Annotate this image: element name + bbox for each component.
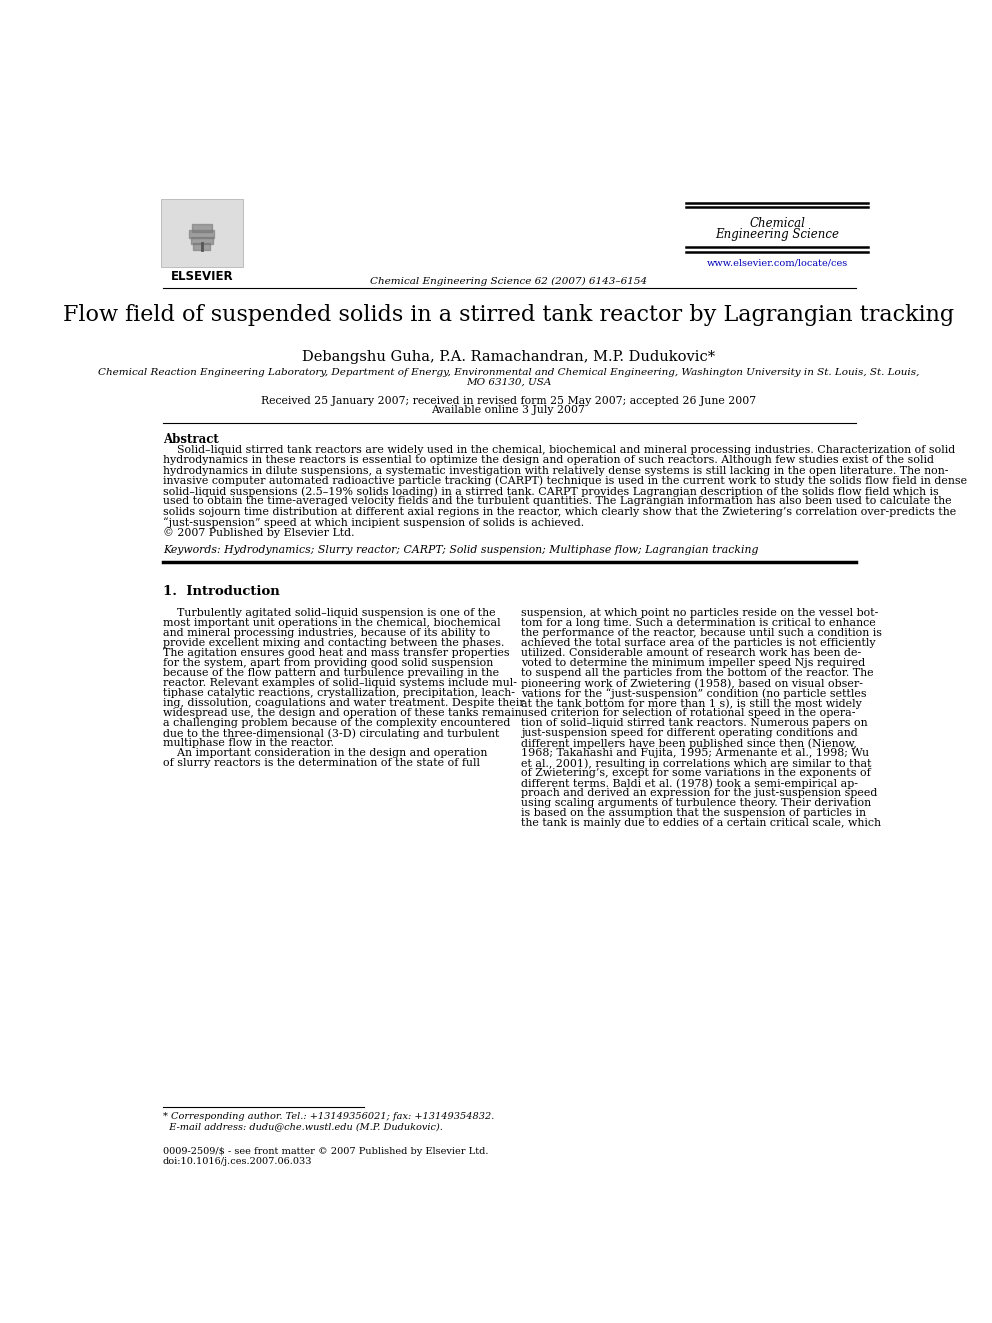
Text: and mineral processing industries, because of its ability to: and mineral processing industries, becau… xyxy=(163,628,490,638)
Text: of Zwietering’s, except for some variations in the exponents of: of Zwietering’s, except for some variati… xyxy=(521,769,871,778)
Text: hydrodynamics in these reactors is essential to optimize the design and operatio: hydrodynamics in these reactors is essen… xyxy=(163,455,933,466)
Text: different terms. Baldi et al. (1978) took a semi-empirical ap-: different terms. Baldi et al. (1978) too… xyxy=(521,778,858,789)
Text: Debangshu Guha, P.A. Ramachandran, M.P. Dudukovic*: Debangshu Guha, P.A. Ramachandran, M.P. … xyxy=(302,349,715,364)
Text: used to obtain the time-averaged velocity fields and the turbulent quantities. T: used to obtain the time-averaged velocit… xyxy=(163,496,951,507)
Text: multiphase flow in the reactor.: multiphase flow in the reactor. xyxy=(163,738,333,749)
Text: solids sojourn time distribution at different axial regions in the reactor, whic: solids sojourn time distribution at diff… xyxy=(163,507,956,517)
Text: * Corresponding author. Tel.: +13149356021; fax: +13149354832.: * Corresponding author. Tel.: +131493560… xyxy=(163,1113,494,1121)
Text: proach and derived an expression for the just-suspension speed: proach and derived an expression for the… xyxy=(521,789,877,798)
Text: Solid–liquid stirred tank reactors are widely used in the chemical, biochemical : Solid–liquid stirred tank reactors are w… xyxy=(163,446,955,455)
Text: ELSEVIER: ELSEVIER xyxy=(171,270,233,283)
Text: suspension, at which point no particles reside on the vessel bot-: suspension, at which point no particles … xyxy=(521,609,878,618)
Text: doi:10.1016/j.ces.2007.06.033: doi:10.1016/j.ces.2007.06.033 xyxy=(163,1158,312,1167)
Text: Chemical Reaction Engineering Laboratory, Department of Energy, Environmental an: Chemical Reaction Engineering Laboratory… xyxy=(98,368,919,377)
Text: a challenging problem because of the complexity encountered: a challenging problem because of the com… xyxy=(163,718,510,729)
Text: ing, dissolution, coagulations and water treatment. Despite their: ing, dissolution, coagulations and water… xyxy=(163,699,525,708)
Text: provide excellent mixing and contacting between the phases.: provide excellent mixing and contacting … xyxy=(163,638,504,648)
Text: utilized. Considerable amount of research work has been de-: utilized. Considerable amount of researc… xyxy=(521,648,861,659)
Text: achieved the total surface area of the particles is not efficiently: achieved the total surface area of the p… xyxy=(521,638,875,648)
Text: Engineering Science: Engineering Science xyxy=(715,228,839,241)
Text: Chemical: Chemical xyxy=(749,217,806,229)
Text: pioneering work of Zwietering (1958), based on visual obser-: pioneering work of Zwietering (1958), ba… xyxy=(521,679,863,689)
Text: using scaling arguments of turbulence theory. Their derivation: using scaling arguments of turbulence th… xyxy=(521,798,871,808)
Text: Available online 3 July 2007: Available online 3 July 2007 xyxy=(432,405,585,415)
Text: tom for a long time. Such a determination is critical to enhance: tom for a long time. Such a determinatio… xyxy=(521,618,876,628)
Text: used criterion for selection of rotational speed in the opera-: used criterion for selection of rotation… xyxy=(521,708,855,718)
Text: reactor. Relevant examples of solid–liquid systems include mul-: reactor. Relevant examples of solid–liqu… xyxy=(163,679,517,688)
Text: Turbulently agitated solid–liquid suspension is one of the: Turbulently agitated solid–liquid suspen… xyxy=(163,609,495,618)
Text: different impellers have been published since then (Nienow,: different impellers have been published … xyxy=(521,738,857,749)
Text: Received 25 January 2007; received in revised form 25 May 2007; accepted 26 June: Received 25 January 2007; received in re… xyxy=(261,396,756,406)
Text: © 2007 Published by Elsevier Ltd.: © 2007 Published by Elsevier Ltd. xyxy=(163,527,354,538)
Text: the tank is mainly due to eddies of a certain critical scale, which: the tank is mainly due to eddies of a ce… xyxy=(521,819,881,828)
Text: voted to determine the minimum impeller speed Njs required: voted to determine the minimum impeller … xyxy=(521,659,865,668)
Text: et al., 2001), resulting in correlations which are similar to that: et al., 2001), resulting in correlations… xyxy=(521,758,871,769)
Text: of slurry reactors is the determination of the state of full: of slurry reactors is the determination … xyxy=(163,758,480,769)
Text: “just-suspension” speed at which incipient suspension of solids is achieved.: “just-suspension” speed at which incipie… xyxy=(163,517,584,528)
Text: An important consideration in the design and operation: An important consideration in the design… xyxy=(163,749,487,758)
Bar xyxy=(161,198,243,266)
Text: is based on the assumption that the suspension of particles in: is based on the assumption that the susp… xyxy=(521,808,866,819)
Text: tiphase catalytic reactions, crystallization, precipitation, leach-: tiphase catalytic reactions, crystalliza… xyxy=(163,688,515,699)
Text: due to the three-dimensional (3-D) circulating and turbulent: due to the three-dimensional (3-D) circu… xyxy=(163,729,499,738)
Text: tion of solid–liquid stirred tank reactors. Numerous papers on: tion of solid–liquid stirred tank reacto… xyxy=(521,718,867,729)
Text: for the system, apart from providing good solid suspension: for the system, apart from providing goo… xyxy=(163,659,493,668)
Text: the performance of the reactor, because until such a condition is: the performance of the reactor, because … xyxy=(521,628,882,638)
Text: 1968; Takahashi and Fujita, 1995; Armenante et al., 1998; Wu: 1968; Takahashi and Fujita, 1995; Armena… xyxy=(521,749,869,758)
Text: because of the flow pattern and turbulence prevailing in the: because of the flow pattern and turbulen… xyxy=(163,668,499,679)
Text: www.elsevier.com/locate/ces: www.elsevier.com/locate/ces xyxy=(706,258,848,267)
Text: just-suspension speed for different operating conditions and: just-suspension speed for different oper… xyxy=(521,729,857,738)
Text: The agitation ensures good heat and mass transfer properties: The agitation ensures good heat and mass… xyxy=(163,648,509,659)
Text: MO 63130, USA: MO 63130, USA xyxy=(465,377,552,386)
Text: to suspend all the particles from the bottom of the reactor. The: to suspend all the particles from the bo… xyxy=(521,668,873,679)
Text: solid–liquid suspensions (2.5–19% solids loading) in a stirred tank. CARPT provi: solid–liquid suspensions (2.5–19% solids… xyxy=(163,486,938,496)
Text: E-mail address: dudu@che.wustl.edu (M.P. Dudukovic).: E-mail address: dudu@che.wustl.edu (M.P.… xyxy=(163,1122,442,1131)
Text: vations for the “just-suspension” condition (no particle settles: vations for the “just-suspension” condit… xyxy=(521,688,866,699)
Text: widespread use, the design and operation of these tanks remain: widespread use, the design and operation… xyxy=(163,708,522,718)
Text: most important unit operations in the chemical, biochemical: most important unit operations in the ch… xyxy=(163,618,500,628)
Text: Abstract: Abstract xyxy=(163,433,218,446)
Text: 0009-2509/$ - see front matter © 2007 Published by Elsevier Ltd.: 0009-2509/$ - see front matter © 2007 Pu… xyxy=(163,1147,488,1156)
Text: hydrodynamics in dilute suspensions, a systematic investigation with relatively : hydrodynamics in dilute suspensions, a s… xyxy=(163,466,948,476)
Text: Keywords: Hydrodynamics; Slurry reactor; CARPT; Solid suspension; Multiphase flo: Keywords: Hydrodynamics; Slurry reactor;… xyxy=(163,545,758,556)
Text: Flow field of suspended solids in a stirred tank reactor by Lagrangian tracking: Flow field of suspended solids in a stir… xyxy=(62,303,954,325)
Text: 1.  Introduction: 1. Introduction xyxy=(163,585,280,598)
Text: Chemical Engineering Science 62 (2007) 6143–6154: Chemical Engineering Science 62 (2007) 6… xyxy=(370,277,647,286)
Text: at the tank bottom for more than 1 s), is still the most widely: at the tank bottom for more than 1 s), i… xyxy=(521,699,862,709)
Text: invasive computer automated radioactive particle tracking (CARPT) technique is u: invasive computer automated radioactive … xyxy=(163,476,967,487)
